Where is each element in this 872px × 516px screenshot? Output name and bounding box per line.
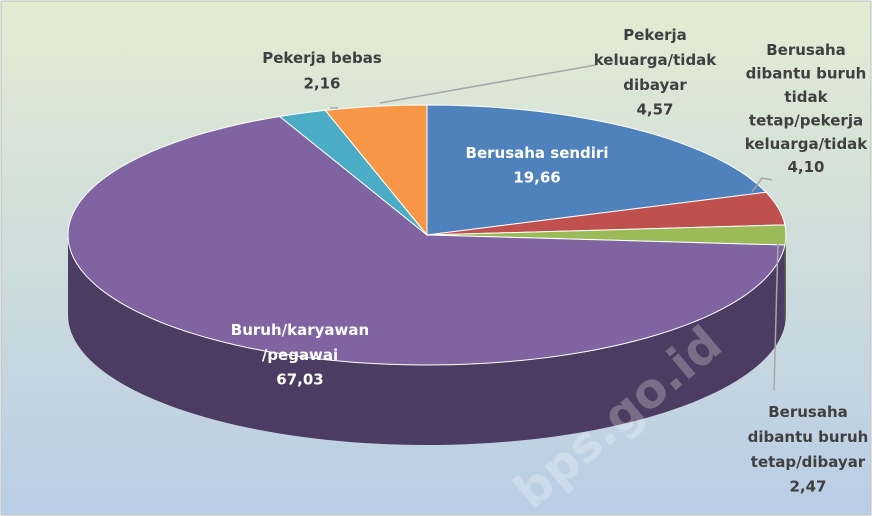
label-line: Buruh/karyawan <box>231 321 369 339</box>
category-label: Berusaha dibantu buruh tidak tetap/pekerja k… <box>745 41 869 153</box>
leader-line <box>773 241 779 391</box>
value-label: 2,47 <box>789 478 826 496</box>
label-line: tetap/dibayar <box>751 453 866 471</box>
pie-slice-side <box>68 235 785 445</box>
label-line: keluarga/tidak <box>594 51 718 69</box>
label-line: /pegawai <box>262 346 338 364</box>
label-line: dibantu buruh <box>748 428 869 446</box>
category-label: Berusaha sendiri <box>466 144 609 162</box>
label-line: Pekerja bebas <box>262 49 382 67</box>
category-label: Pekerja keluarga/tidak dibayar <box>594 26 718 94</box>
pie-slice <box>426 224 787 246</box>
label-line: dibayar <box>623 76 687 94</box>
pie-slice-side <box>784 235 786 326</box>
category-label: Pekerja bebas <box>262 49 382 67</box>
pie-slice <box>426 191 786 236</box>
value-label: 67,03 <box>276 371 323 389</box>
label-line: Pekerja <box>623 26 687 44</box>
pie-slice <box>67 115 786 366</box>
label-line: Berusaha sendiri <box>466 144 609 162</box>
pie <box>67 104 787 445</box>
leader-line <box>379 64 597 104</box>
value-label: 4,10 <box>787 158 824 176</box>
label-line: Berusaha <box>766 41 846 59</box>
label-line: tetap/pekerja <box>749 111 863 129</box>
value-label: 4,57 <box>636 101 673 119</box>
pie-slice <box>324 104 428 237</box>
label-line: dibantu buruh <box>746 64 867 82</box>
value-label: 2,16 <box>303 75 340 93</box>
category-label: Buruh/karyawan/pegawai <box>231 321 369 364</box>
category-label: Berusaha dibantu buruh tetap/dibayar <box>748 403 869 471</box>
leader-line <box>751 177 773 193</box>
value-label: 19,66 <box>513 169 560 187</box>
label-line: keluarga/tidak <box>745 135 869 153</box>
label-line: tidak <box>784 88 828 106</box>
label-line: Berusaha <box>768 403 848 421</box>
